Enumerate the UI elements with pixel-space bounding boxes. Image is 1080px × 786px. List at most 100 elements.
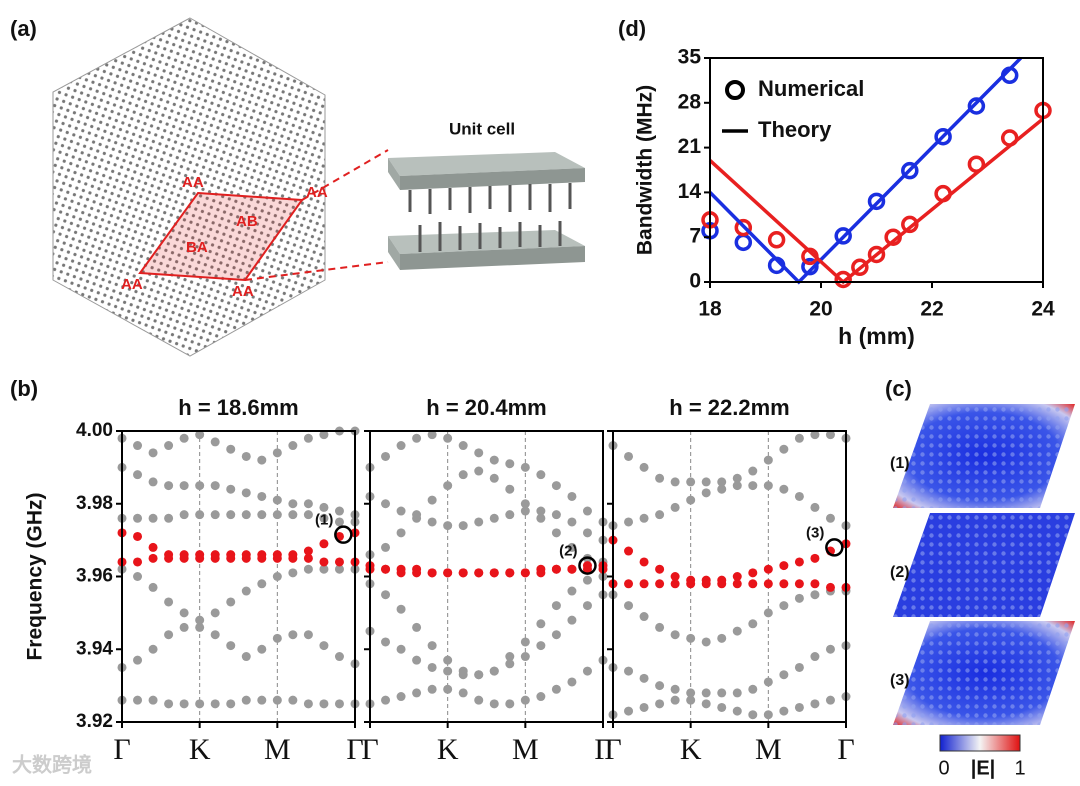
band-point xyxy=(763,677,773,687)
stacking-label: AA xyxy=(306,184,328,201)
band-point xyxy=(210,481,220,491)
band-point xyxy=(272,495,282,505)
band-point xyxy=(241,652,251,662)
stacking-label: AB xyxy=(236,213,258,230)
band-point xyxy=(396,644,406,654)
band-point xyxy=(520,568,530,578)
band-point xyxy=(732,579,742,589)
band-point xyxy=(195,615,205,625)
annotation-label: (3) xyxy=(806,524,824,541)
band-point xyxy=(195,510,205,520)
band-point xyxy=(396,528,406,538)
band-point xyxy=(427,495,437,505)
band-point xyxy=(164,630,174,640)
band-point xyxy=(655,681,665,691)
band-point xyxy=(536,692,546,702)
legend-marker xyxy=(725,80,745,100)
chart-title: h = 20.4mm xyxy=(426,395,546,420)
band-point xyxy=(639,579,649,589)
band-point xyxy=(179,510,189,520)
band-point xyxy=(427,430,437,440)
band-point xyxy=(624,451,634,461)
y-tick-label: 0 xyxy=(689,270,701,293)
band-point xyxy=(825,644,835,654)
field-maps xyxy=(893,404,1075,725)
band-point xyxy=(701,579,711,589)
field-map-label: (2) xyxy=(890,564,910,581)
band-point xyxy=(639,702,649,712)
band-point xyxy=(319,699,329,709)
band-point xyxy=(303,433,313,443)
band-point xyxy=(520,499,530,509)
panel-label: (d) xyxy=(618,16,646,41)
band-point xyxy=(732,481,742,491)
band-point xyxy=(164,481,174,491)
zoom-line xyxy=(301,149,389,201)
band-point xyxy=(717,688,727,698)
band-point xyxy=(489,455,499,465)
band-point xyxy=(257,695,267,705)
band-point xyxy=(412,622,422,632)
band-point xyxy=(226,641,236,651)
data-point xyxy=(867,192,886,211)
band-point xyxy=(624,517,634,527)
band-point xyxy=(148,542,158,552)
band-point xyxy=(241,586,251,596)
band-point xyxy=(763,608,773,618)
x-tick-label: M xyxy=(512,733,539,766)
band-point xyxy=(381,695,391,705)
band-point xyxy=(272,448,282,458)
watermark: 大数跨境 xyxy=(12,752,92,776)
band-point xyxy=(427,517,437,527)
plot-frame xyxy=(369,430,604,723)
band-point xyxy=(319,430,329,440)
band-point xyxy=(567,542,577,552)
band-point xyxy=(272,572,282,581)
band-point xyxy=(655,473,665,483)
band-point xyxy=(639,462,649,472)
band-point xyxy=(210,608,220,618)
band-point xyxy=(133,513,143,523)
y-tick-label: 14 xyxy=(678,180,702,203)
band-point xyxy=(288,510,298,520)
x-tick-label: Γ xyxy=(113,733,130,766)
colorbar xyxy=(939,734,1021,752)
band-point xyxy=(303,499,313,509)
band-point xyxy=(288,499,298,509)
band-point xyxy=(443,666,453,676)
band-point xyxy=(303,564,313,574)
band-point xyxy=(794,702,804,712)
band-point xyxy=(686,688,696,698)
band-point xyxy=(257,510,267,520)
band-point xyxy=(164,699,174,709)
band-point xyxy=(489,513,499,523)
band-point xyxy=(179,481,189,491)
data-point xyxy=(801,257,819,276)
band-point xyxy=(241,451,251,461)
data-point xyxy=(901,161,919,180)
band-point xyxy=(148,448,158,458)
band-point xyxy=(582,666,592,676)
band-point xyxy=(536,619,546,629)
band-point xyxy=(779,444,789,454)
data-point xyxy=(967,97,986,115)
band-point xyxy=(748,710,758,720)
band-point xyxy=(825,513,835,523)
band-point xyxy=(624,601,634,611)
band-point xyxy=(412,513,422,523)
chart-title: h = 22.2mm xyxy=(669,395,789,420)
band-point xyxy=(551,481,561,491)
band-point xyxy=(551,601,561,611)
band-point xyxy=(582,528,592,538)
band-point xyxy=(303,630,313,640)
colorbar-min: 0 xyxy=(938,757,949,779)
band-point xyxy=(257,455,267,465)
band-point xyxy=(567,517,577,527)
band-point xyxy=(520,637,530,647)
band-point xyxy=(701,637,711,647)
band-point xyxy=(763,710,773,720)
band-point xyxy=(810,652,820,662)
band-point xyxy=(763,564,773,574)
band-point xyxy=(794,433,804,443)
band-point xyxy=(427,568,437,578)
